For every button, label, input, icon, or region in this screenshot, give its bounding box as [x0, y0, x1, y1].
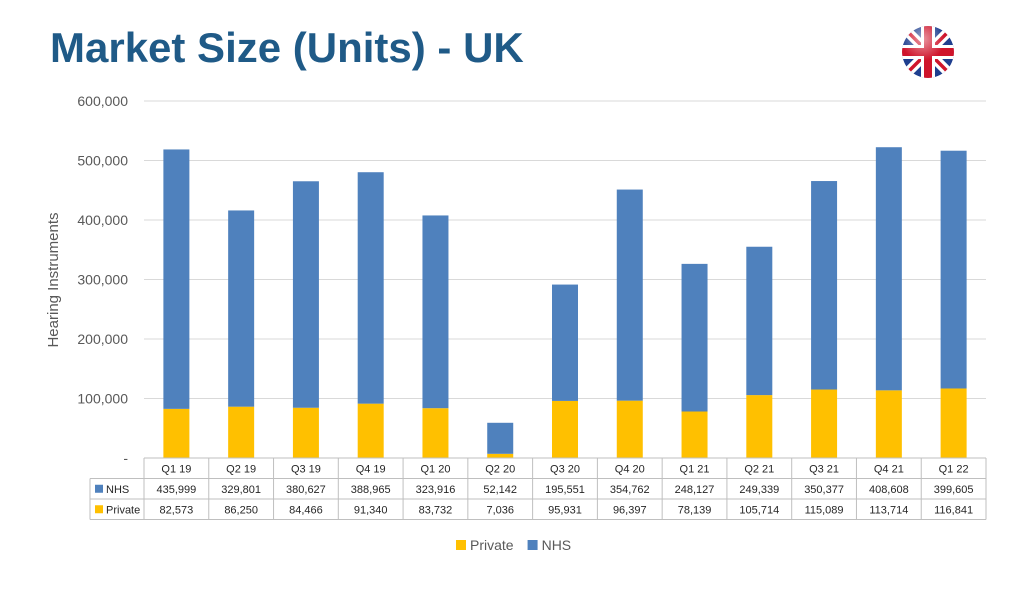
x-tick-label: Q1 22: [939, 463, 969, 475]
data-label: 195,551: [545, 484, 585, 496]
bar-nhs-9: [746, 246, 773, 396]
data-label: 408,608: [869, 484, 909, 496]
bar-private-9: [746, 395, 773, 458]
bar-nhs-11: [875, 147, 902, 391]
data-label: 78,139: [678, 504, 712, 516]
data-label: 323,916: [416, 484, 456, 496]
bar-private-3: [357, 403, 384, 458]
x-tick-label: Q1 19: [161, 463, 191, 475]
legend-key-private: [456, 540, 466, 550]
x-tick-label: Q3 21: [809, 463, 839, 475]
data-label: 329,801: [221, 484, 261, 496]
bar-private-11: [875, 390, 902, 458]
legend-label-nhs: NHS: [542, 537, 572, 553]
data-label: 248,127: [675, 484, 715, 496]
bar-nhs-3: [357, 172, 384, 404]
data-label: 380,627: [286, 484, 326, 496]
table-row-label: Private: [106, 504, 140, 516]
x-tick-label: Q1 21: [680, 463, 710, 475]
bar-private-1: [228, 406, 255, 458]
y-tick-label: -: [123, 450, 128, 466]
data-label: 388,965: [351, 484, 391, 496]
data-label: 249,339: [739, 484, 779, 496]
x-tick-label: Q2 20: [485, 463, 515, 475]
bar-nhs-7: [616, 189, 643, 401]
x-tick-label: Q1 20: [420, 463, 450, 475]
x-tick-label: Q2 19: [226, 463, 256, 475]
bar-private-8: [681, 411, 708, 458]
y-tick-label: 300,000: [77, 272, 128, 288]
table-legend-key-private: [95, 505, 103, 514]
legend-key-nhs: [527, 540, 538, 550]
bar-private-5: [487, 453, 514, 458]
data-label: 350,377: [804, 484, 844, 496]
data-label: 7,036: [486, 504, 514, 516]
data-label: 105,714: [739, 504, 779, 516]
bar-nhs-10: [811, 181, 838, 390]
y-axis-title: Hearing Instruments: [45, 212, 62, 347]
x-tick-label: Q3 19: [291, 463, 321, 475]
data-label: 113,714: [869, 504, 908, 516]
x-tick-label: Q4 20: [615, 463, 645, 475]
data-label: 435,999: [157, 484, 197, 496]
legend-label-private: Private: [470, 537, 514, 553]
data-label: 84,466: [289, 504, 323, 516]
uk-flag-icon: [902, 26, 954, 78]
y-tick-label: 100,000: [77, 391, 128, 407]
bar-nhs-2: [292, 181, 319, 408]
bar-private-0: [163, 408, 190, 458]
bar-private-4: [422, 408, 449, 458]
table-row-label: NHS: [106, 484, 129, 496]
bar-private-10: [811, 389, 838, 458]
bar-private-2: [292, 407, 319, 458]
data-label: 354,762: [610, 484, 650, 496]
data-label: 399,605: [934, 484, 974, 496]
bar-private-12: [940, 388, 967, 458]
data-label: 52,142: [483, 484, 517, 496]
bar-nhs-1: [228, 210, 255, 407]
y-tick-label: 400,000: [77, 212, 128, 228]
data-label: 91,340: [354, 504, 388, 516]
bar-nhs-6: [552, 284, 578, 401]
page-title: Market Size (Units) - UK: [50, 24, 524, 71]
bar-nhs-8: [681, 263, 708, 412]
y-tick-label: 200,000: [77, 331, 128, 347]
x-tick-label: Q2 21: [744, 463, 774, 475]
bar-nhs-12: [940, 150, 967, 389]
data-label: 86,250: [224, 504, 258, 516]
data-label: 83,732: [419, 504, 453, 516]
x-tick-label: Q4 19: [356, 463, 386, 475]
data-label: 82,573: [160, 504, 194, 516]
bar-nhs-0: [163, 149, 190, 409]
data-label: 95,931: [548, 504, 582, 516]
bar-nhs-5: [487, 422, 514, 454]
data-label: 96,397: [613, 504, 647, 516]
bar-nhs-4: [422, 215, 449, 409]
data-label: 116,841: [934, 504, 973, 516]
data-label: 115,089: [805, 504, 844, 516]
table-legend-key-nhs: [95, 484, 103, 493]
y-tick-label: 500,000: [77, 153, 128, 169]
y-tick-label: 600,000: [77, 93, 128, 109]
x-tick-label: Q3 20: [550, 463, 580, 475]
bar-private-7: [616, 400, 643, 458]
bar-private-6: [552, 400, 578, 458]
x-tick-label: Q4 21: [874, 463, 904, 475]
